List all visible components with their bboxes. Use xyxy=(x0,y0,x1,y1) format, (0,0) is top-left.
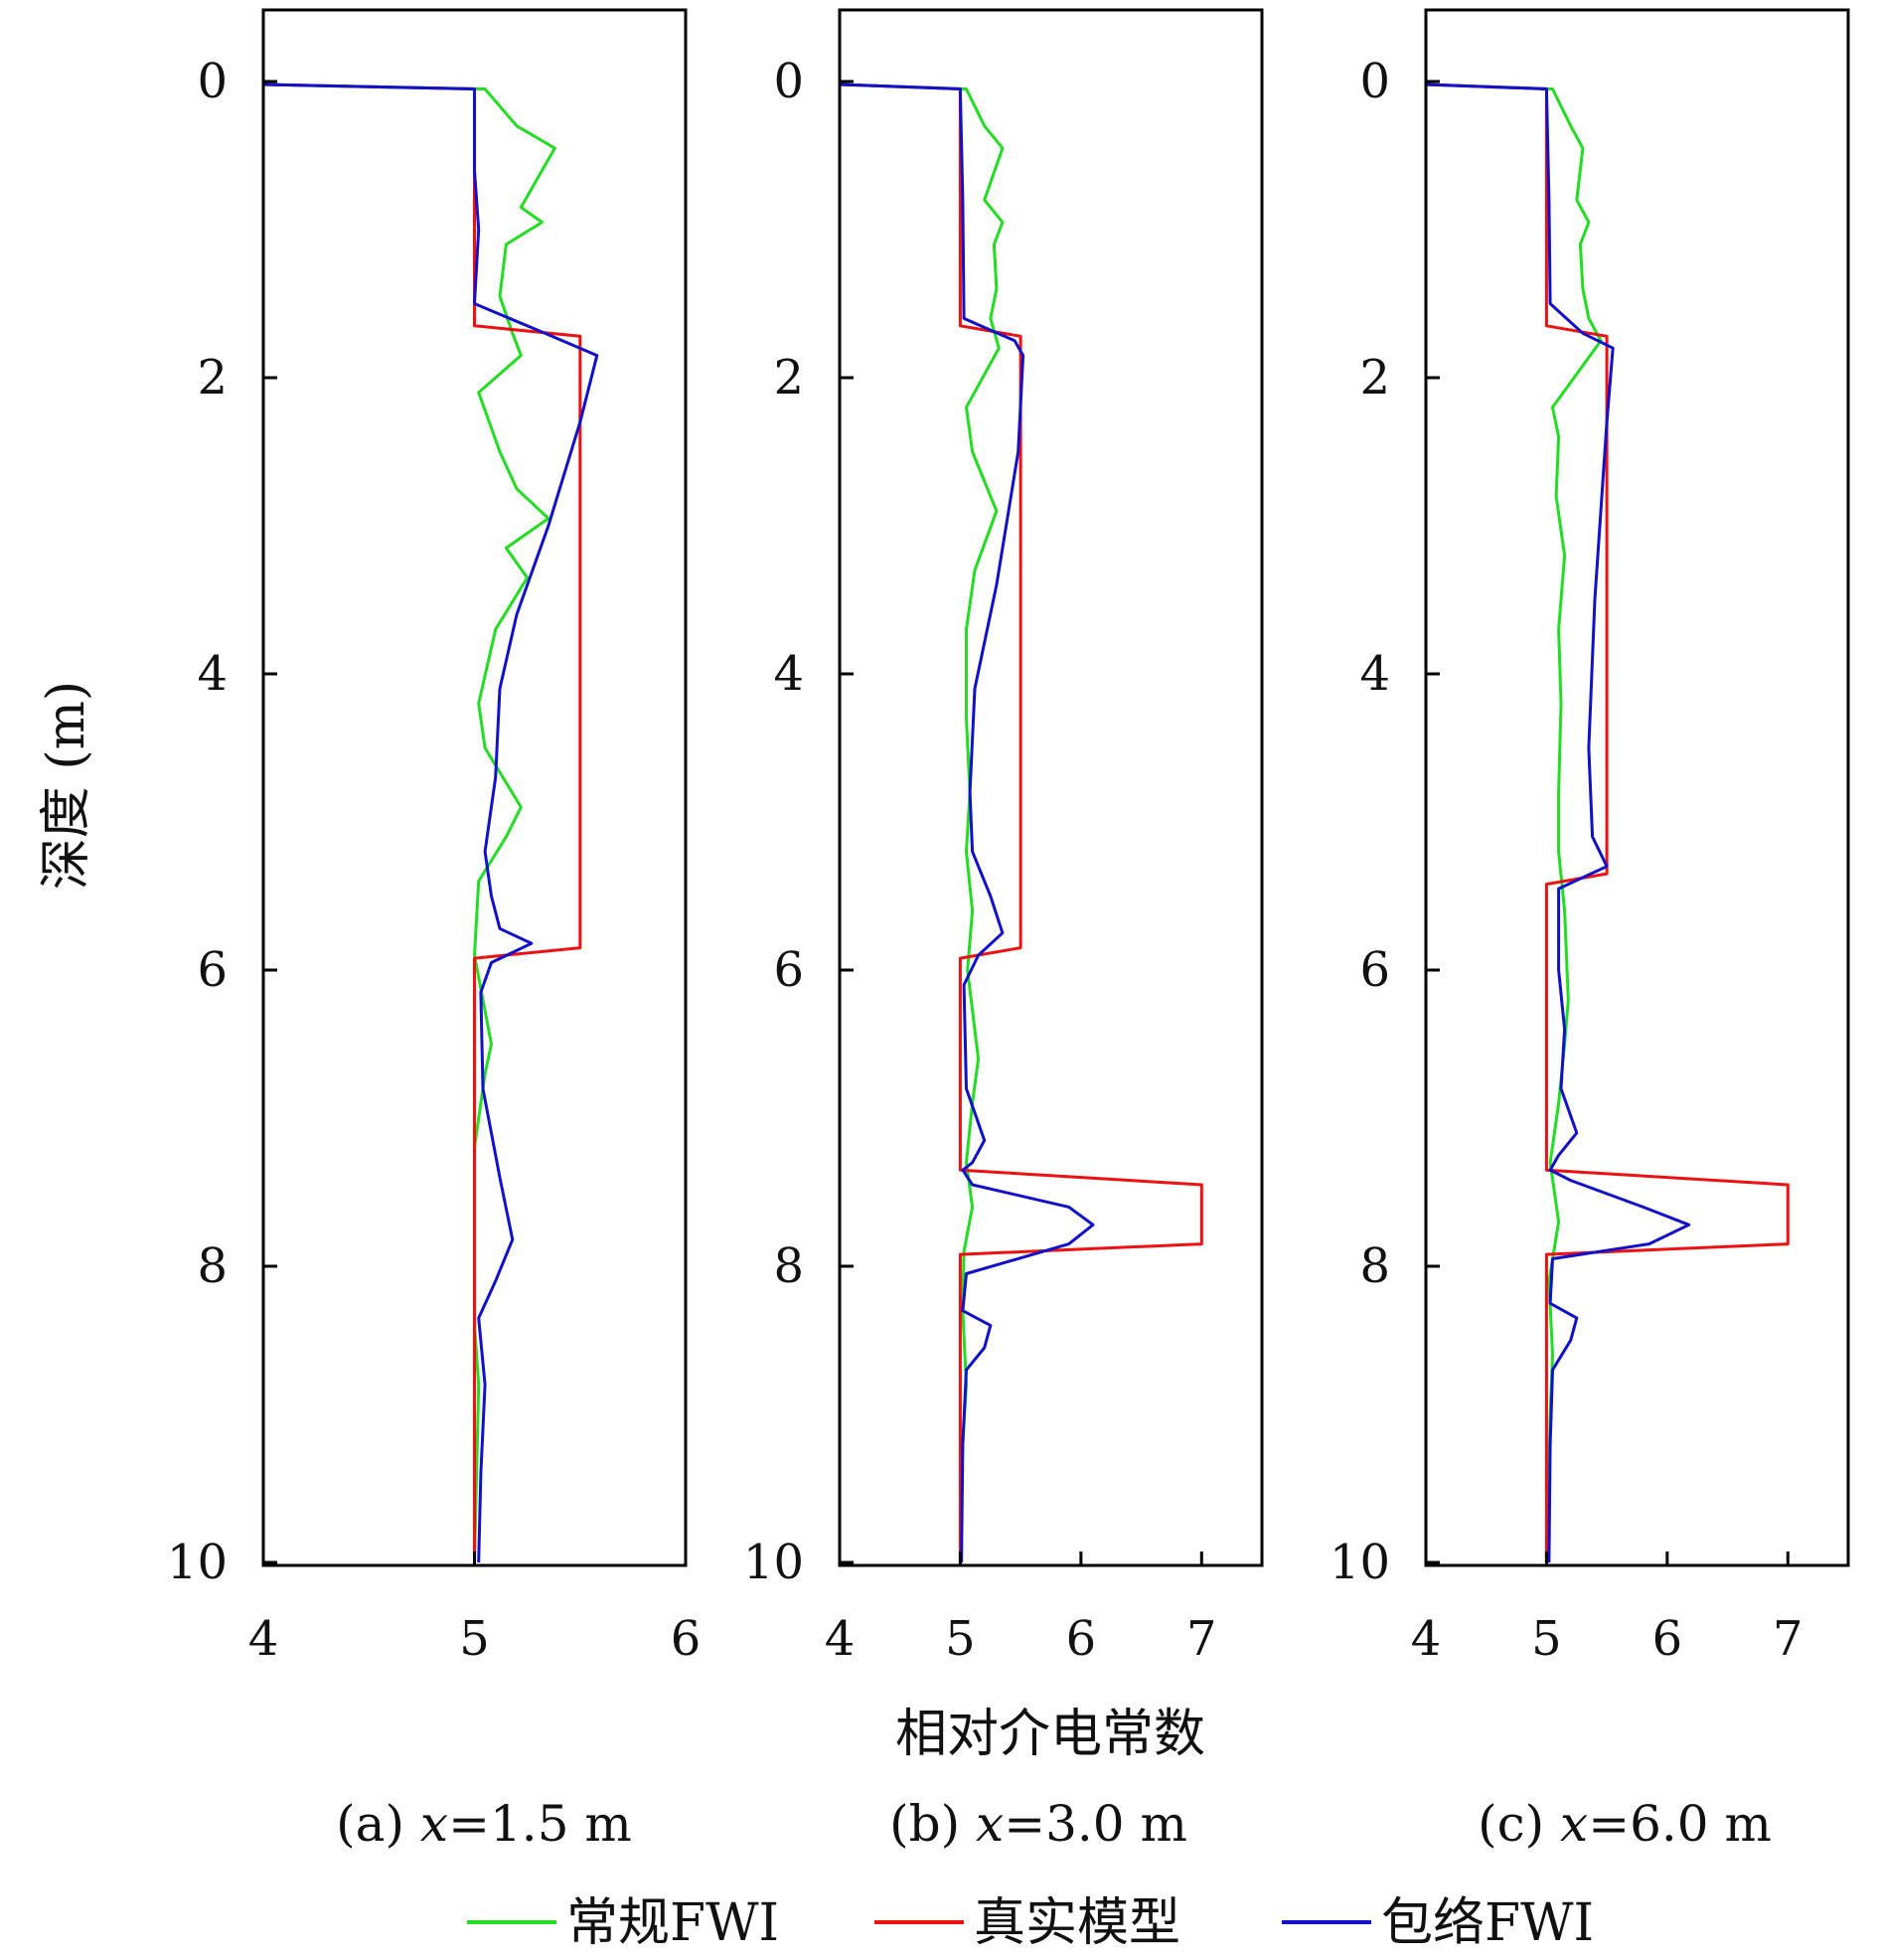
caption-prefix: (b) xyxy=(889,1795,976,1853)
series-line-常规FWI xyxy=(262,82,556,1563)
x-tick-label: 4 xyxy=(248,1611,279,1667)
y-tick-label: 4 xyxy=(773,646,804,702)
legend-label: 常规FWI xyxy=(566,1893,779,1953)
legend-label: 包络FWI xyxy=(1381,1893,1594,1953)
y-tick-label: 0 xyxy=(1359,54,1390,109)
legend-label: 真实模型 xyxy=(974,1893,1180,1953)
x-tick-label: 6 xyxy=(1652,1611,1683,1667)
y-tick-label: 10 xyxy=(743,1535,804,1590)
plot-frame xyxy=(838,8,1264,1567)
x-tick-label: 7 xyxy=(1773,1611,1803,1667)
panel-caption: (b) x=3.0 m xyxy=(889,1795,1187,1853)
caption-prefix: (a) xyxy=(336,1795,420,1853)
y-tick-label: 6 xyxy=(773,942,804,998)
x-tick-label: 4 xyxy=(825,1611,856,1667)
x-tick-label: 5 xyxy=(1531,1611,1562,1667)
legend-item: 真实模型 xyxy=(874,1893,1180,1953)
x-tick-label: 6 xyxy=(1066,1611,1097,1667)
legend-item: 常规FWI xyxy=(467,1893,779,1953)
series-line-包络FWI xyxy=(1425,82,1691,1563)
y-axis-title: 深度 (m) xyxy=(37,681,96,890)
caption-variable: x xyxy=(1560,1795,1588,1853)
y-tick-label: 6 xyxy=(1359,942,1390,998)
y-tick-label: 8 xyxy=(197,1238,228,1294)
caption-suffix: =1.5 m xyxy=(448,1795,632,1853)
y-tick-label: 2 xyxy=(773,350,804,406)
series-line-常规FWI xyxy=(1425,82,1603,1563)
x-tick-label: 6 xyxy=(671,1611,702,1667)
y-tick-label: 10 xyxy=(1330,1535,1390,1590)
x-tick-label: 7 xyxy=(1186,1611,1217,1667)
series-line-包络FWI xyxy=(262,82,599,1563)
caption-prefix: (c) xyxy=(1478,1795,1560,1853)
panel-caption: (c) x=6.0 m xyxy=(1478,1795,1772,1853)
series-line-真实模型 xyxy=(1425,82,1790,1562)
panel-2: 0 2 4 6 8 10 4 5 6 7 (b) x=3.0 m xyxy=(743,8,1264,1853)
series-line-包络FWI xyxy=(839,82,1095,1563)
x-tick-label: 5 xyxy=(459,1611,490,1667)
series-line-常规FWI xyxy=(839,82,1005,1563)
caption-variable: x xyxy=(420,1795,448,1853)
caption-suffix: =3.0 m xyxy=(1004,1795,1187,1853)
panel-1: 0 2 4 6 8 10 4 5 6 (a) x=1.5 m xyxy=(167,8,702,1853)
x-tick-label: 5 xyxy=(945,1611,976,1667)
y-tick-label: 8 xyxy=(773,1238,804,1294)
series-line-真实模型 xyxy=(839,82,1203,1562)
series-line-真实模型 xyxy=(262,82,582,1562)
y-tick-label: 0 xyxy=(773,54,804,109)
legend: 常规FWI 真实模型 包络FWI xyxy=(467,1893,1594,1953)
y-tick-label: 0 xyxy=(197,54,228,109)
x-tick-label: 4 xyxy=(1411,1611,1442,1667)
y-tick-label: 2 xyxy=(197,350,228,406)
y-tick-label: 2 xyxy=(1359,350,1390,406)
y-tick-label: 4 xyxy=(197,646,228,702)
y-tick-label: 10 xyxy=(167,1535,228,1590)
plot-frame xyxy=(1424,8,1850,1567)
y-tick-label: 6 xyxy=(197,942,228,998)
caption-suffix: =6.0 m xyxy=(1588,1795,1772,1853)
y-tick-label: 8 xyxy=(1359,1238,1390,1294)
panel-3: 0 2 4 6 8 10 4 5 6 7 (c) x=6.0 m xyxy=(1330,8,1850,1853)
x-axis-title: 相对介电常数 xyxy=(895,1705,1205,1764)
legend-item: 包络FWI xyxy=(1282,1893,1594,1953)
y-tick-label: 4 xyxy=(1359,646,1390,702)
panel-caption: (a) x=1.5 m xyxy=(336,1795,632,1853)
caption-variable: x xyxy=(976,1795,1004,1853)
